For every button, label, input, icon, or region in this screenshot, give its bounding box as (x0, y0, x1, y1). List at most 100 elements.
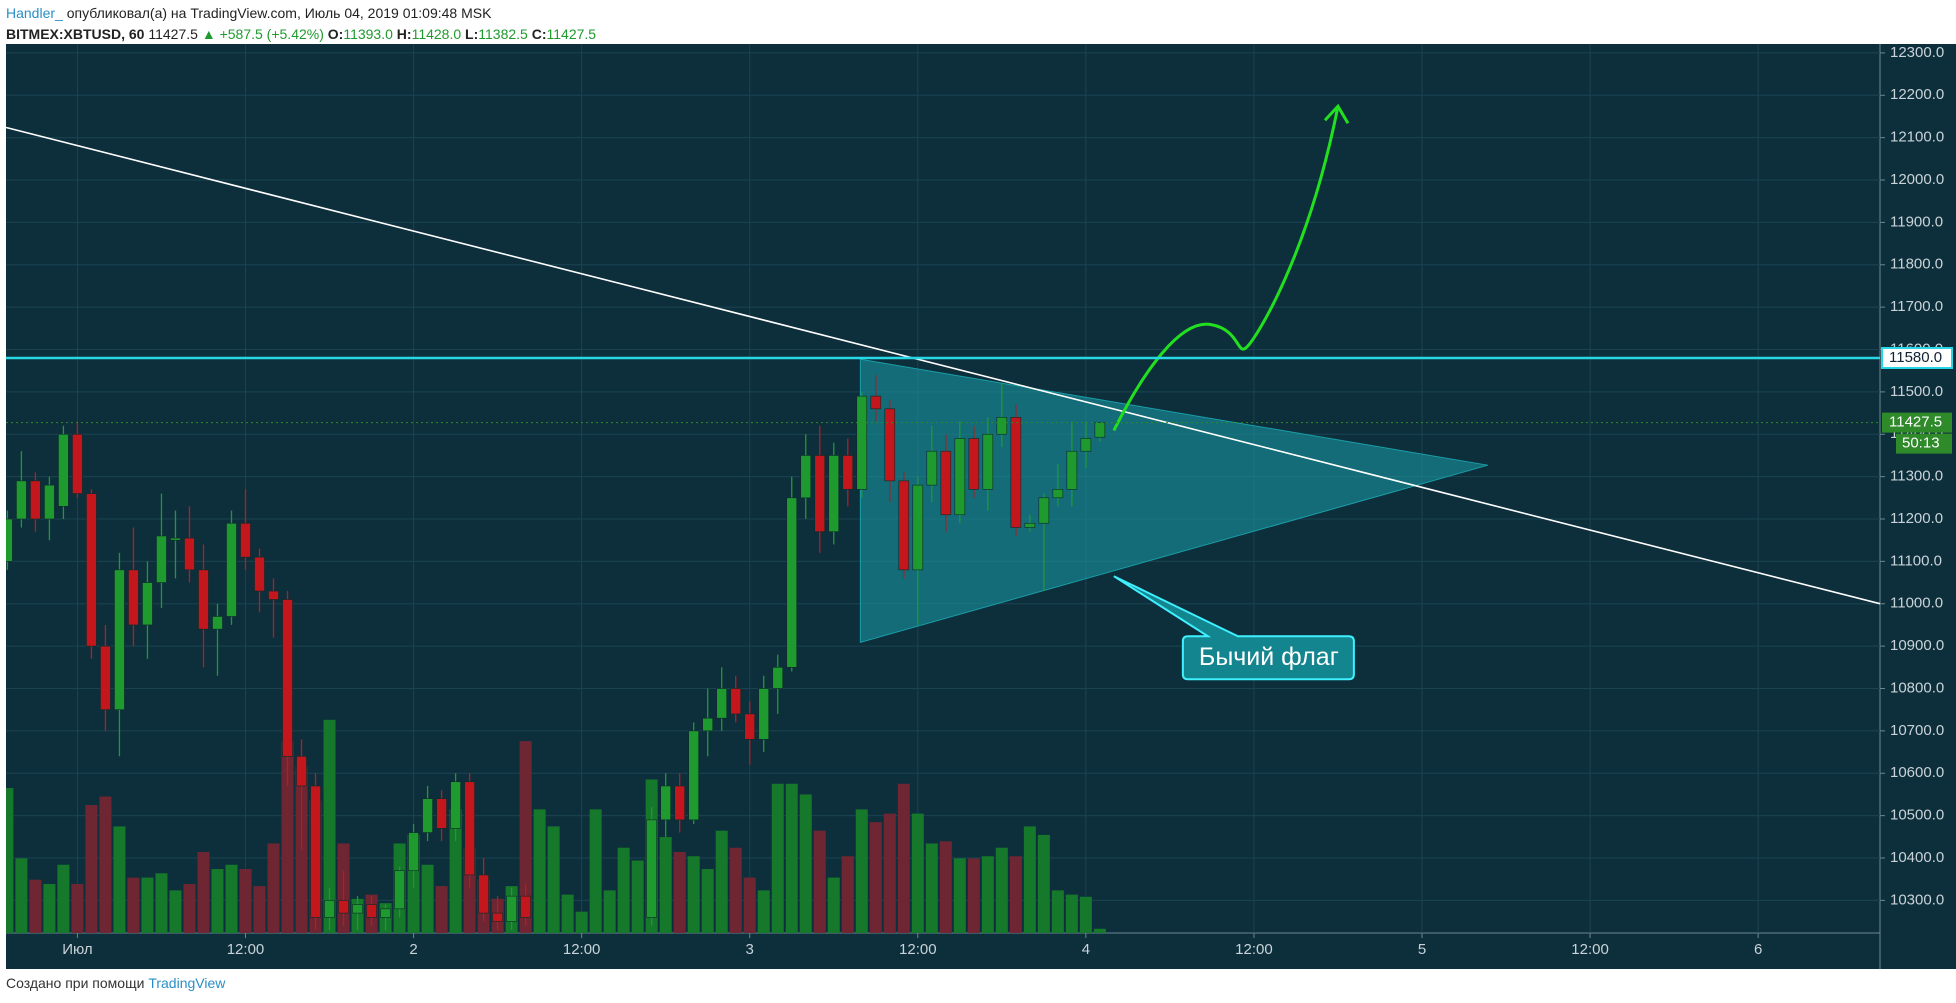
volume-bar (435, 886, 448, 933)
volume-bar (183, 883, 196, 933)
volume-bar (855, 809, 868, 933)
volume-bar (995, 847, 1008, 933)
volume-bar (71, 883, 84, 933)
candle-body (268, 590, 279, 600)
callout-text: Бычий флаг (1199, 643, 1339, 671)
time-axis-background (6, 933, 1956, 969)
y-tick-label: 11700.0 (1890, 298, 1943, 315)
volume-bar (15, 858, 28, 933)
candle-body (982, 433, 994, 490)
volume-bar (771, 783, 784, 933)
candle-body (30, 480, 41, 520)
x-tick-label: 3 (746, 941, 754, 958)
l: 11382.5 (478, 26, 528, 42)
candle-body (156, 535, 167, 583)
y-tick-label: 11000.0 (1890, 595, 1943, 612)
volume-bar (323, 719, 336, 933)
candle-body (72, 433, 83, 494)
candle-body (170, 537, 181, 541)
volume-bar (1051, 890, 1064, 933)
x-tick-label: 6 (1754, 941, 1762, 958)
volume-bar (911, 813, 924, 933)
volume-bar (169, 890, 182, 933)
volume-bar (869, 822, 882, 933)
volume-bar (253, 886, 266, 933)
volume-bar (687, 856, 700, 933)
candle-body (870, 395, 882, 410)
candle-body (968, 438, 980, 490)
candle-body (1080, 438, 1092, 452)
volume-bar (673, 851, 686, 933)
y-tick-label: 10800.0 (1890, 679, 1944, 696)
volume-bar (883, 813, 896, 933)
trendline (6, 126, 1880, 605)
candle-body (772, 667, 784, 689)
candle-body (6, 518, 13, 562)
x-tick-label: 12:00 (899, 941, 937, 958)
candle-body (800, 455, 812, 499)
volume-bar (141, 877, 154, 933)
candle-body (296, 756, 307, 787)
c: 11427.5 (546, 26, 597, 42)
last-price-box (1882, 412, 1952, 433)
symbol: BITMEX:XBTUSD, 60 (6, 26, 145, 42)
candle-body (856, 395, 868, 490)
volume-bar (547, 826, 560, 933)
volume-bar (953, 858, 966, 933)
candle-body (464, 781, 475, 876)
y-tick-label: 12000.0 (1890, 171, 1944, 188)
change: ▲ +587.5 (+5.42%) (201, 26, 324, 42)
footer: Создано при помощи TradingView (6, 975, 225, 991)
volume-bar (113, 826, 126, 933)
volume-bar (267, 843, 280, 933)
candle-body (226, 522, 237, 617)
candle-body (758, 688, 770, 740)
plot: Бычий флаг (6, 44, 1880, 933)
y-tick-label: 10300.0 (1890, 891, 1944, 908)
candle-body (898, 480, 910, 571)
candle-body (506, 895, 517, 922)
x-tick-label: 4 (1082, 941, 1090, 958)
candle-body (114, 569, 125, 710)
brand[interactable]: TradingView (148, 975, 226, 991)
candle-body (660, 785, 671, 821)
header-line: Handler_ опубликовал(а) на TradingView.c… (6, 3, 596, 24)
candle-body (16, 480, 27, 520)
volume-bar (603, 890, 616, 933)
y-tick-label: 12300.0 (1890, 44, 1944, 61)
chart: Бычий флаг 10300.0 10400.0 10500.0 10600.0 10… (6, 44, 1956, 969)
volume-bar (981, 856, 994, 933)
footer-text: Создано при помощи (6, 975, 145, 991)
volume-bar (211, 869, 224, 933)
volume-bar (813, 830, 826, 933)
l-label: L: (465, 26, 479, 42)
y-tick-label: 11100.0 (1890, 552, 1942, 569)
y-tick-label: 10900.0 (1890, 637, 1944, 654)
volume-bar (519, 741, 532, 933)
candle-body (324, 900, 335, 918)
candle-body (912, 484, 924, 571)
volume-bar (575, 911, 588, 933)
volume-bar (659, 837, 672, 933)
volume-bar (617, 847, 630, 933)
candle-body (86, 493, 97, 647)
y-tick-label: 12100.0 (1890, 129, 1944, 146)
header-line: BITMEX:XBTUSD, 60 11427.5 ▲ +587.5 (+5.4… (6, 24, 596, 45)
candle-body (310, 785, 321, 918)
candle-body (128, 569, 139, 626)
published: опубликовал(а) на TradingView.com, Июль … (66, 5, 492, 21)
candle-body (744, 713, 756, 740)
callout-box (1113, 575, 1355, 681)
volume-bar (449, 809, 462, 933)
author[interactable]: Handler_ (6, 5, 63, 21)
volume-bar (1093, 928, 1106, 933)
x-tick-label: 12:00 (563, 941, 601, 958)
x-tick-label: 2 (409, 941, 417, 958)
volume-bar (729, 847, 742, 933)
candle-body (100, 645, 111, 710)
candle-body (884, 408, 896, 482)
candle-body (282, 599, 293, 757)
volume-bar (225, 864, 238, 933)
volume-bar (239, 869, 252, 933)
candle-body (142, 582, 153, 626)
